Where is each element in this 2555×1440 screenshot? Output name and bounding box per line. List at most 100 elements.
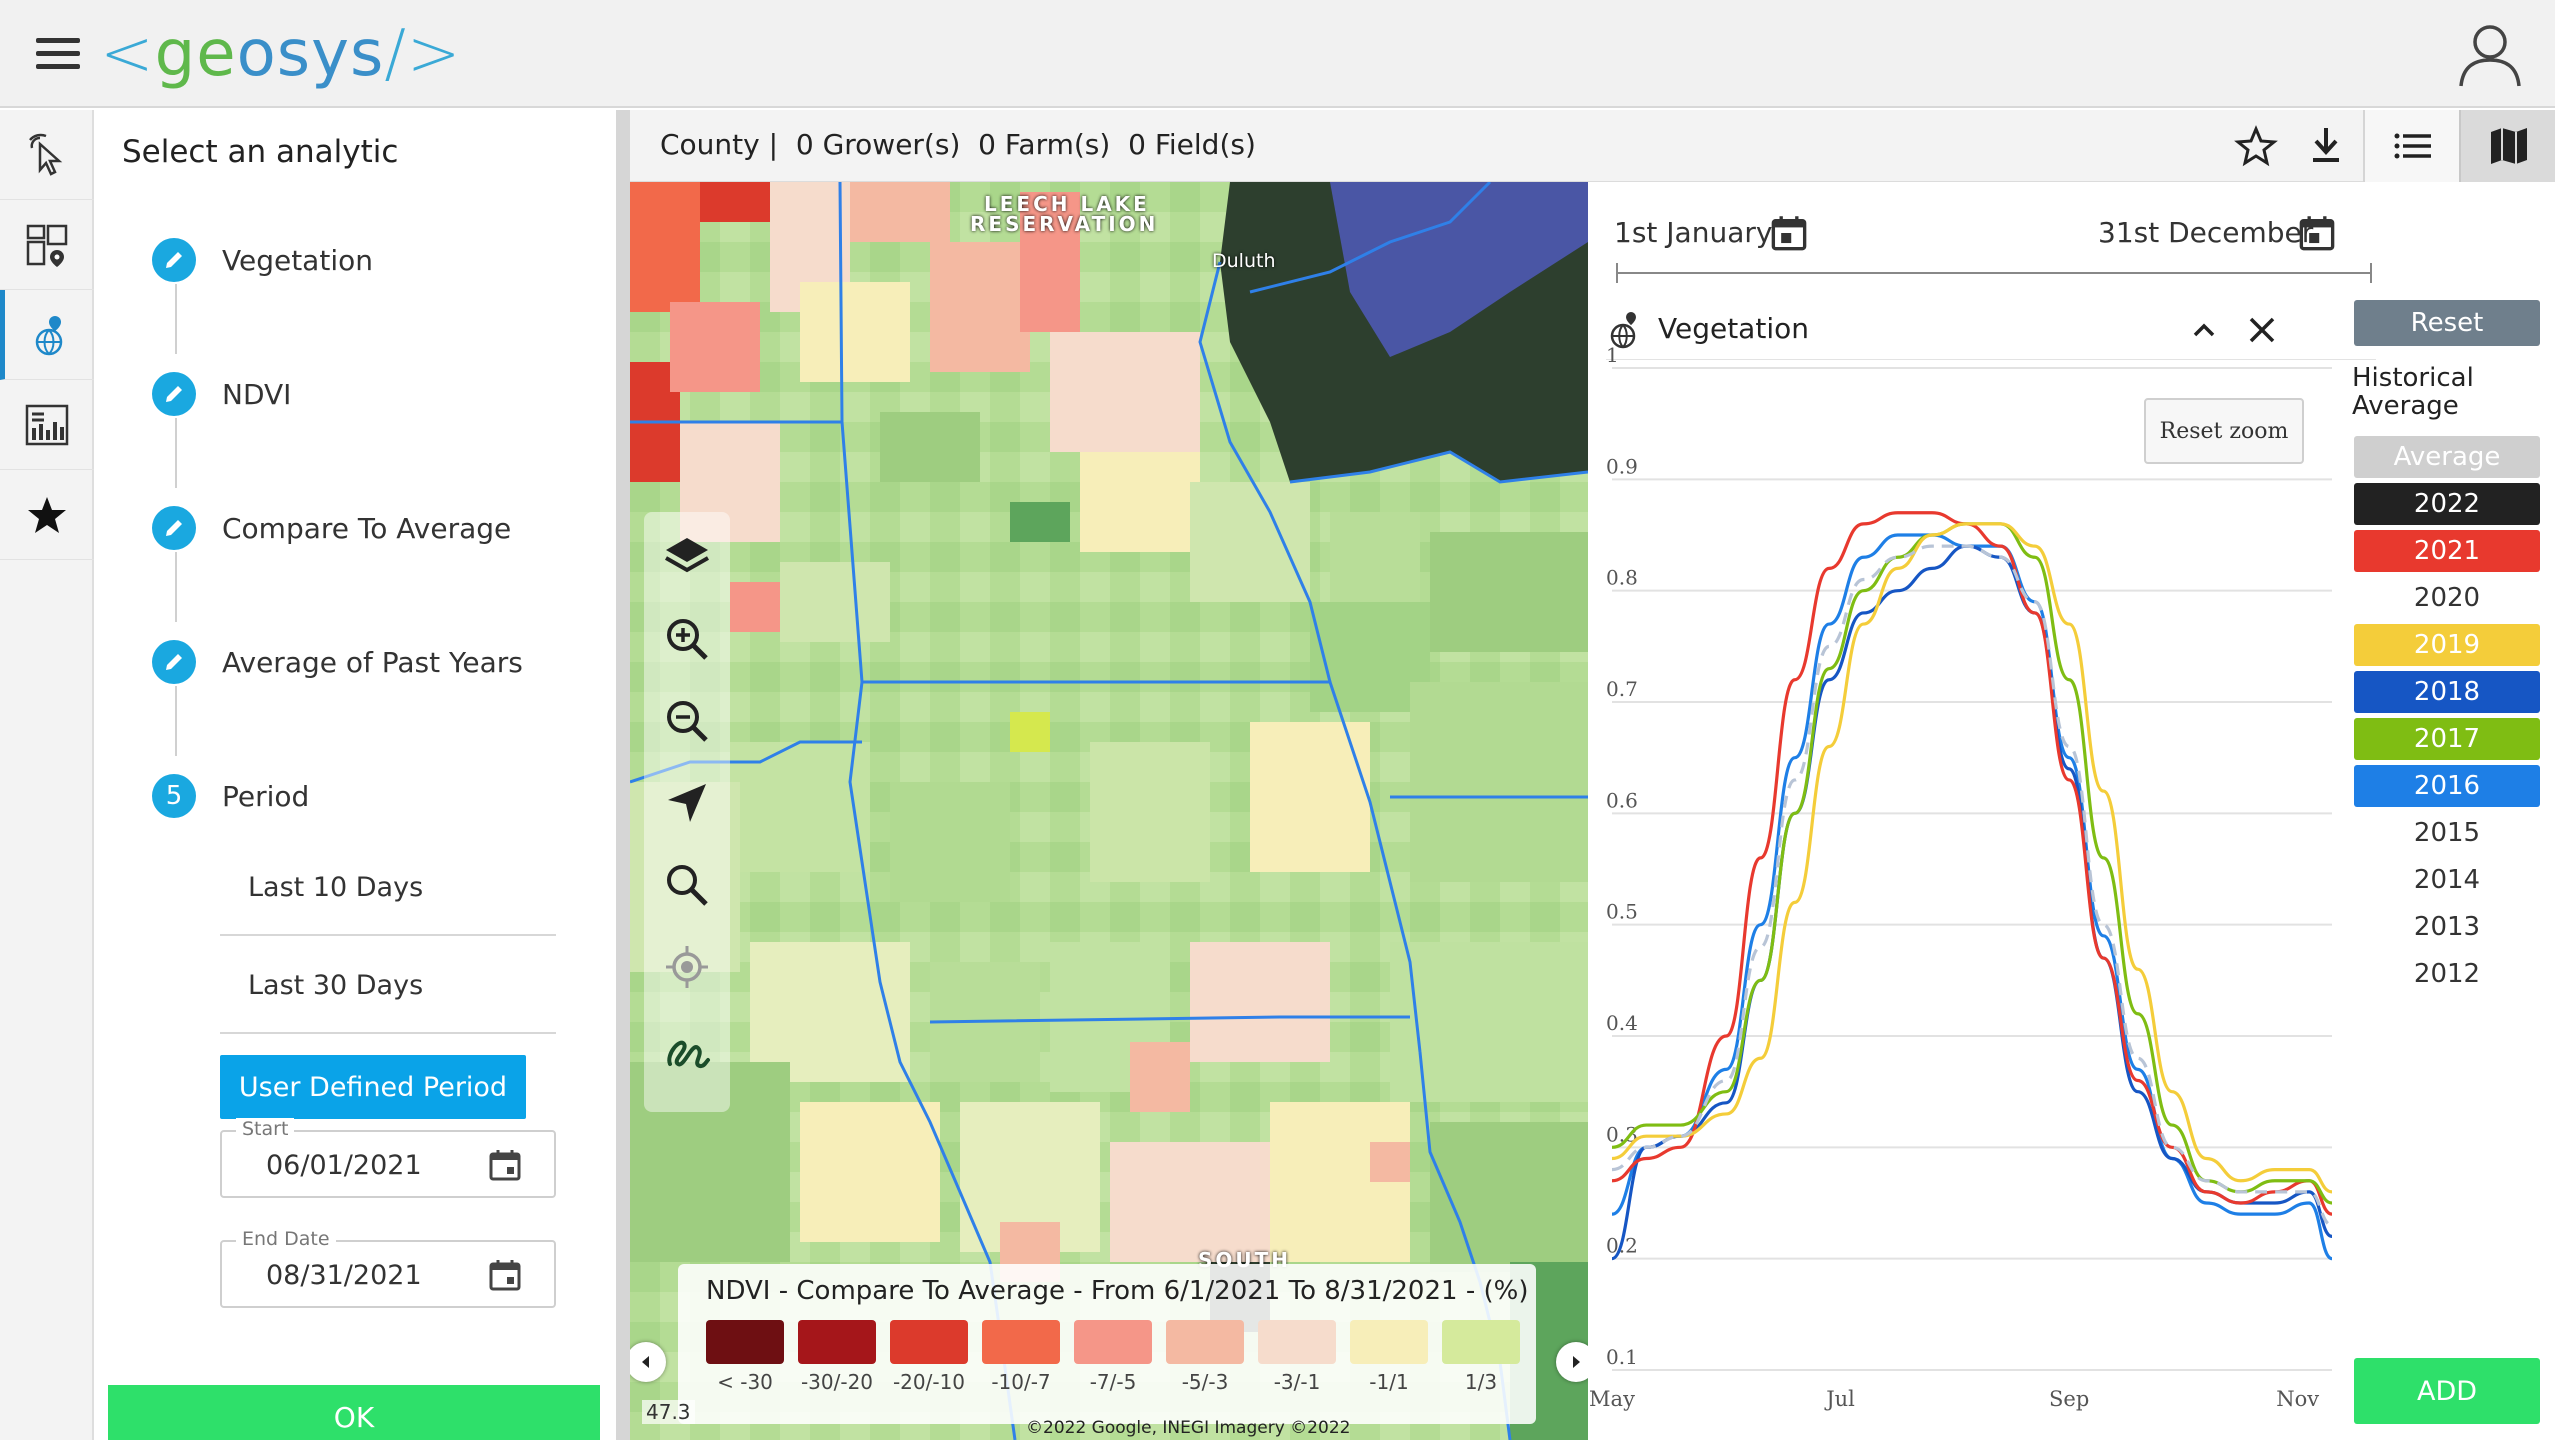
x-tick-label: Nov (2276, 1387, 2319, 1411)
step-compare-to-average[interactable]: Compare To Average (152, 503, 511, 553)
x-tick-label: Sep (2049, 1387, 2089, 1411)
calendar-icon[interactable] (488, 1148, 522, 1182)
map-view-toggle[interactable] (2459, 110, 2555, 182)
user-account-icon[interactable] (2455, 20, 2525, 90)
selection-summary-bar: County | 0 Grower(s) 0 Farm(s) 0 Field(s… (630, 110, 2555, 182)
y-tick-label: 1 (1606, 343, 1619, 367)
list-icon (2394, 133, 2431, 159)
step-period[interactable]: 5 Period (152, 771, 309, 821)
zoom-out-icon[interactable] (662, 696, 712, 746)
end-date-field[interactable]: End Date 08/31/2021 (220, 1228, 556, 1308)
legend-swatch (706, 1320, 784, 1364)
legend-swatch (798, 1320, 876, 1364)
series-line (1611, 544, 2333, 1227)
step-average-past-years[interactable]: Average of Past Years (152, 637, 523, 687)
chevron-right-icon (1573, 1356, 1580, 1368)
legend-label: < -30 (717, 1370, 773, 1394)
series-line (1611, 533, 2333, 1261)
collapse-right-arrow[interactable] (1556, 1342, 1588, 1382)
legend-swatch (1442, 1320, 1520, 1364)
close-icon[interactable] (2246, 314, 2278, 346)
period-option-last-30-days[interactable]: Last 30 Days (220, 938, 556, 1034)
navigate-arrow-icon[interactable] (662, 778, 712, 828)
legend-label: 1/3 (1464, 1370, 1498, 1394)
step-vegetation[interactable]: Vegetation (152, 235, 373, 285)
date-range-slider[interactable] (1616, 263, 2372, 283)
step-number: 5 (152, 774, 196, 818)
dashboard-map-icon (26, 224, 68, 267)
reset-button[interactable]: Reset (2354, 300, 2540, 346)
pointer-click-icon (29, 133, 63, 176)
start-date-field[interactable]: Start 06/01/2021 (220, 1118, 556, 1198)
legend-label: -10/-7 (991, 1370, 1051, 1394)
ok-button[interactable]: OK (108, 1385, 600, 1440)
favorite-star-icon[interactable] (2232, 122, 2280, 170)
star-icon (28, 496, 66, 533)
series-line (1611, 544, 2333, 1261)
draw-freehand-icon[interactable] (662, 1024, 712, 1074)
map-toolbar (644, 512, 730, 1112)
rail-analytics-map[interactable] (0, 290, 94, 380)
calendar-icon[interactable] (488, 1258, 522, 1292)
reset-zoom-button[interactable]: Reset zoom (2144, 398, 2304, 464)
legend-item: -30/-20 (798, 1320, 876, 1394)
user-defined-period-button[interactable]: User Defined Period (220, 1055, 526, 1119)
y-tick-label: 0.5 (1606, 900, 1638, 924)
add-button[interactable]: ADD (2354, 1358, 2540, 1424)
y-tick-label: 0.1 (1606, 1345, 1638, 1369)
year-toggle-2016[interactable]: 2016 (2354, 765, 2540, 807)
year-toggle-2015[interactable]: 2015 (2413, 818, 2481, 848)
legend-item: -3/-1 (1258, 1320, 1336, 1394)
list-view-toggle[interactable] (2363, 110, 2459, 182)
historical-average-title: Historical Average (2352, 363, 2474, 421)
range-end-label: 31st December (2098, 216, 2314, 249)
series-line (1611, 522, 2333, 1205)
legend-swatch (890, 1320, 968, 1364)
hamburger-menu-icon[interactable] (36, 38, 80, 72)
end-date-label: End Date (236, 1228, 336, 1250)
year-toggle-2013[interactable]: 2013 (2413, 912, 2481, 942)
chart-analytic-label: Vegetation (1658, 312, 1809, 345)
x-tick-label: Jul (1824, 1387, 1855, 1411)
legend-item: 1/3 (1442, 1320, 1520, 1394)
period-option-last-10-days[interactable]: Last 10 Days (220, 840, 556, 936)
zoom-in-icon[interactable] (662, 614, 712, 664)
calendar-icon[interactable] (1770, 214, 1808, 252)
rail-dashboard[interactable] (0, 200, 94, 290)
pencil-icon (152, 238, 196, 282)
step-ndvi[interactable]: NDVI (152, 369, 291, 419)
year-toggle-2019[interactable]: 2019 (2354, 624, 2540, 666)
year-toggle-2021[interactable]: 2021 (2354, 530, 2540, 572)
year-toggle-2017[interactable]: 2017 (2354, 718, 2540, 760)
panel-title: Select an analytic (122, 134, 399, 170)
rail-select-tool[interactable] (0, 110, 94, 200)
panel-splitter[interactable] (616, 110, 630, 1440)
layers-icon[interactable] (662, 532, 712, 582)
analytic-panel: Select an analytic Vegetation NDVI Compa… (96, 110, 616, 1440)
chevron-up-icon[interactable] (2190, 316, 2218, 344)
map-credit: ©2022 Google, INEGI Imagery ©2022 (1026, 1418, 1351, 1438)
rail-favorites[interactable] (0, 470, 94, 560)
legend-swatch (1074, 1320, 1152, 1364)
collapse-left-arrow[interactable] (630, 1342, 666, 1382)
pencil-icon (152, 372, 196, 416)
legend-label: -7/-5 (1089, 1370, 1137, 1394)
year-toggle-2022[interactable]: 2022 (2354, 483, 2540, 525)
legend-swatch (1350, 1320, 1428, 1364)
year-toggle-2012[interactable]: 2012 (2413, 959, 2481, 989)
calendar-icon[interactable] (2298, 214, 2336, 252)
download-icon[interactable] (2302, 122, 2350, 170)
year-toggle-average[interactable]: Average (2354, 436, 2540, 478)
year-toggle-2020[interactable]: 2020 (2413, 583, 2481, 613)
search-icon[interactable] (662, 860, 712, 910)
rail-reports[interactable] (0, 380, 94, 470)
year-toggle-2014[interactable]: 2014 (2413, 865, 2481, 895)
left-icon-rail (0, 110, 94, 1440)
county-map[interactable]: LEECH LAKE RESERVATION Duluth SOUTH NDVI… (630, 182, 1588, 1440)
year-toggle-2018[interactable]: 2018 (2354, 671, 2540, 713)
geosys-logo[interactable]: <geosys/> (100, 17, 462, 91)
locate-me-icon[interactable] (662, 942, 712, 992)
chevron-left-icon (642, 1356, 649, 1368)
series-line (1611, 511, 2333, 1216)
